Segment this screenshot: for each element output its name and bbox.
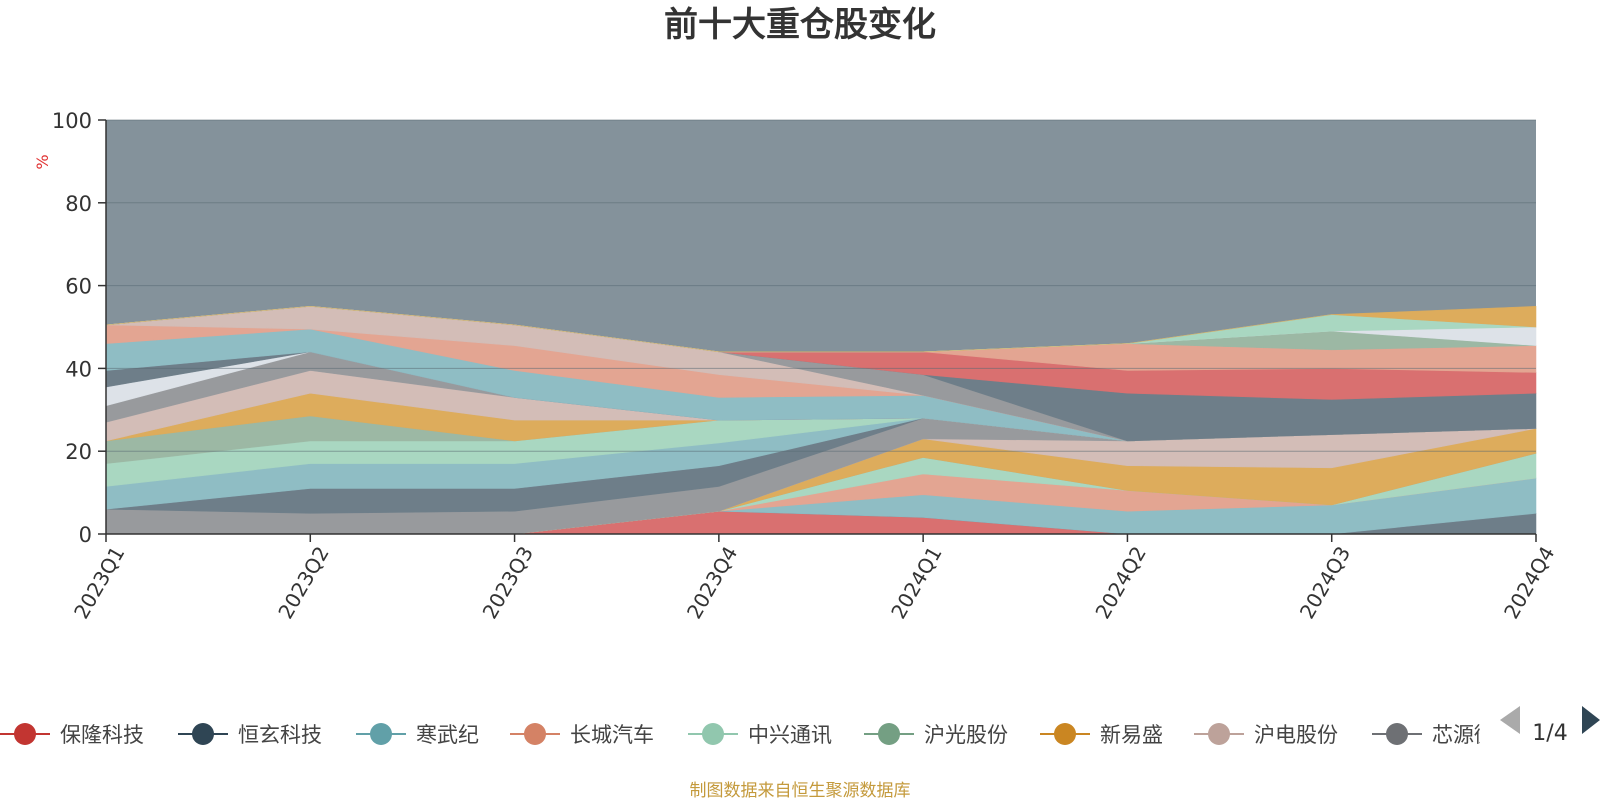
legend-item[interactable]: 芯源微 [1372, 723, 1495, 747]
x-tick-labels: 2023Q1 2023Q2 2023Q3 2023Q4 2024Q1 2024Q2 2024… [69, 542, 1559, 623]
legend-item[interactable]: 新易盛 [1040, 723, 1163, 747]
legend-marker-icon [1054, 723, 1076, 745]
legend-item[interactable]: 中兴通讯 [688, 723, 832, 747]
axes [98, 119, 1537, 542]
y-tick-label: 40 [65, 357, 92, 381]
x-tick-label: 2024Q1 [886, 542, 946, 623]
legend-item[interactable]: 恒玄科技 [178, 723, 322, 747]
chart-title: 前十大重仓股变化 [664, 5, 936, 45]
legend-prev-page-icon[interactable] [1500, 706, 1520, 734]
legend-marker-icon [878, 723, 900, 745]
legend-label: 恒玄科技 [238, 723, 322, 747]
legend-next-page-icon[interactable] [1582, 706, 1600, 734]
legend-label: 保隆科技 [60, 723, 144, 747]
y-tick-label: 100 [52, 109, 92, 133]
legend-label: 新易盛 [1100, 723, 1163, 747]
legend-marker-icon [1208, 723, 1230, 745]
legend-label: 沪电股份 [1254, 723, 1338, 747]
y-axis-label: % [33, 154, 52, 169]
legend-page-indicator: 1/4 [1532, 721, 1567, 746]
legend-label: 寒武纪 [416, 723, 479, 747]
x-tick-label: 2023Q2 [273, 542, 333, 623]
x-tick-label: 2023Q3 [478, 542, 538, 623]
area-series-28 [105, 305, 1537, 353]
legend-item[interactable]: 沪光股份 [864, 723, 1008, 747]
legend-marker-icon [370, 723, 392, 745]
legend-marker-icon [192, 723, 214, 745]
x-tick-label: 2023Q4 [682, 542, 742, 623]
legend-item[interactable]: 保隆科技 [0, 723, 144, 747]
y-tick-label: 60 [65, 275, 92, 299]
y-tick-label: 80 [65, 192, 92, 216]
x-tick-label: 2024Q3 [1295, 542, 1355, 623]
legend: 保隆科技 恒玄科技 寒武纪 长城汽车 中兴通讯 沪光股份 新易盛 沪电股份 芯源微 [0, 723, 1495, 747]
x-tick-label: 2023Q1 [69, 542, 129, 623]
legend-label: 芯源微 [1432, 723, 1495, 747]
legend-item[interactable]: 长城汽车 [510, 723, 654, 747]
x-tick-label: 2024Q2 [1090, 542, 1150, 623]
data-source-footer: 制图数据来自恒生聚源数据库 [690, 781, 911, 800]
legend-label: 沪光股份 [924, 723, 1008, 747]
legend-marker-icon [1386, 723, 1408, 745]
y-tick-label: 20 [65, 440, 92, 464]
legend-marker-icon [524, 723, 546, 745]
legend-label: 长城汽车 [570, 723, 654, 747]
grid-lines [106, 119, 1536, 452]
legend-marker-icon [14, 723, 36, 745]
x-tick-label: 2024Q4 [1499, 542, 1559, 623]
legend-label: 中兴通讯 [748, 723, 832, 747]
y-tick-label: 0 [79, 523, 92, 547]
legend-marker-icon [702, 723, 724, 745]
area-series [105, 305, 1537, 535]
legend-item[interactable]: 沪电股份 [1194, 723, 1338, 747]
y-tick-labels: 0 20 40 60 80 100 [52, 109, 92, 547]
legend-item[interactable]: 寒武纪 [356, 723, 479, 747]
